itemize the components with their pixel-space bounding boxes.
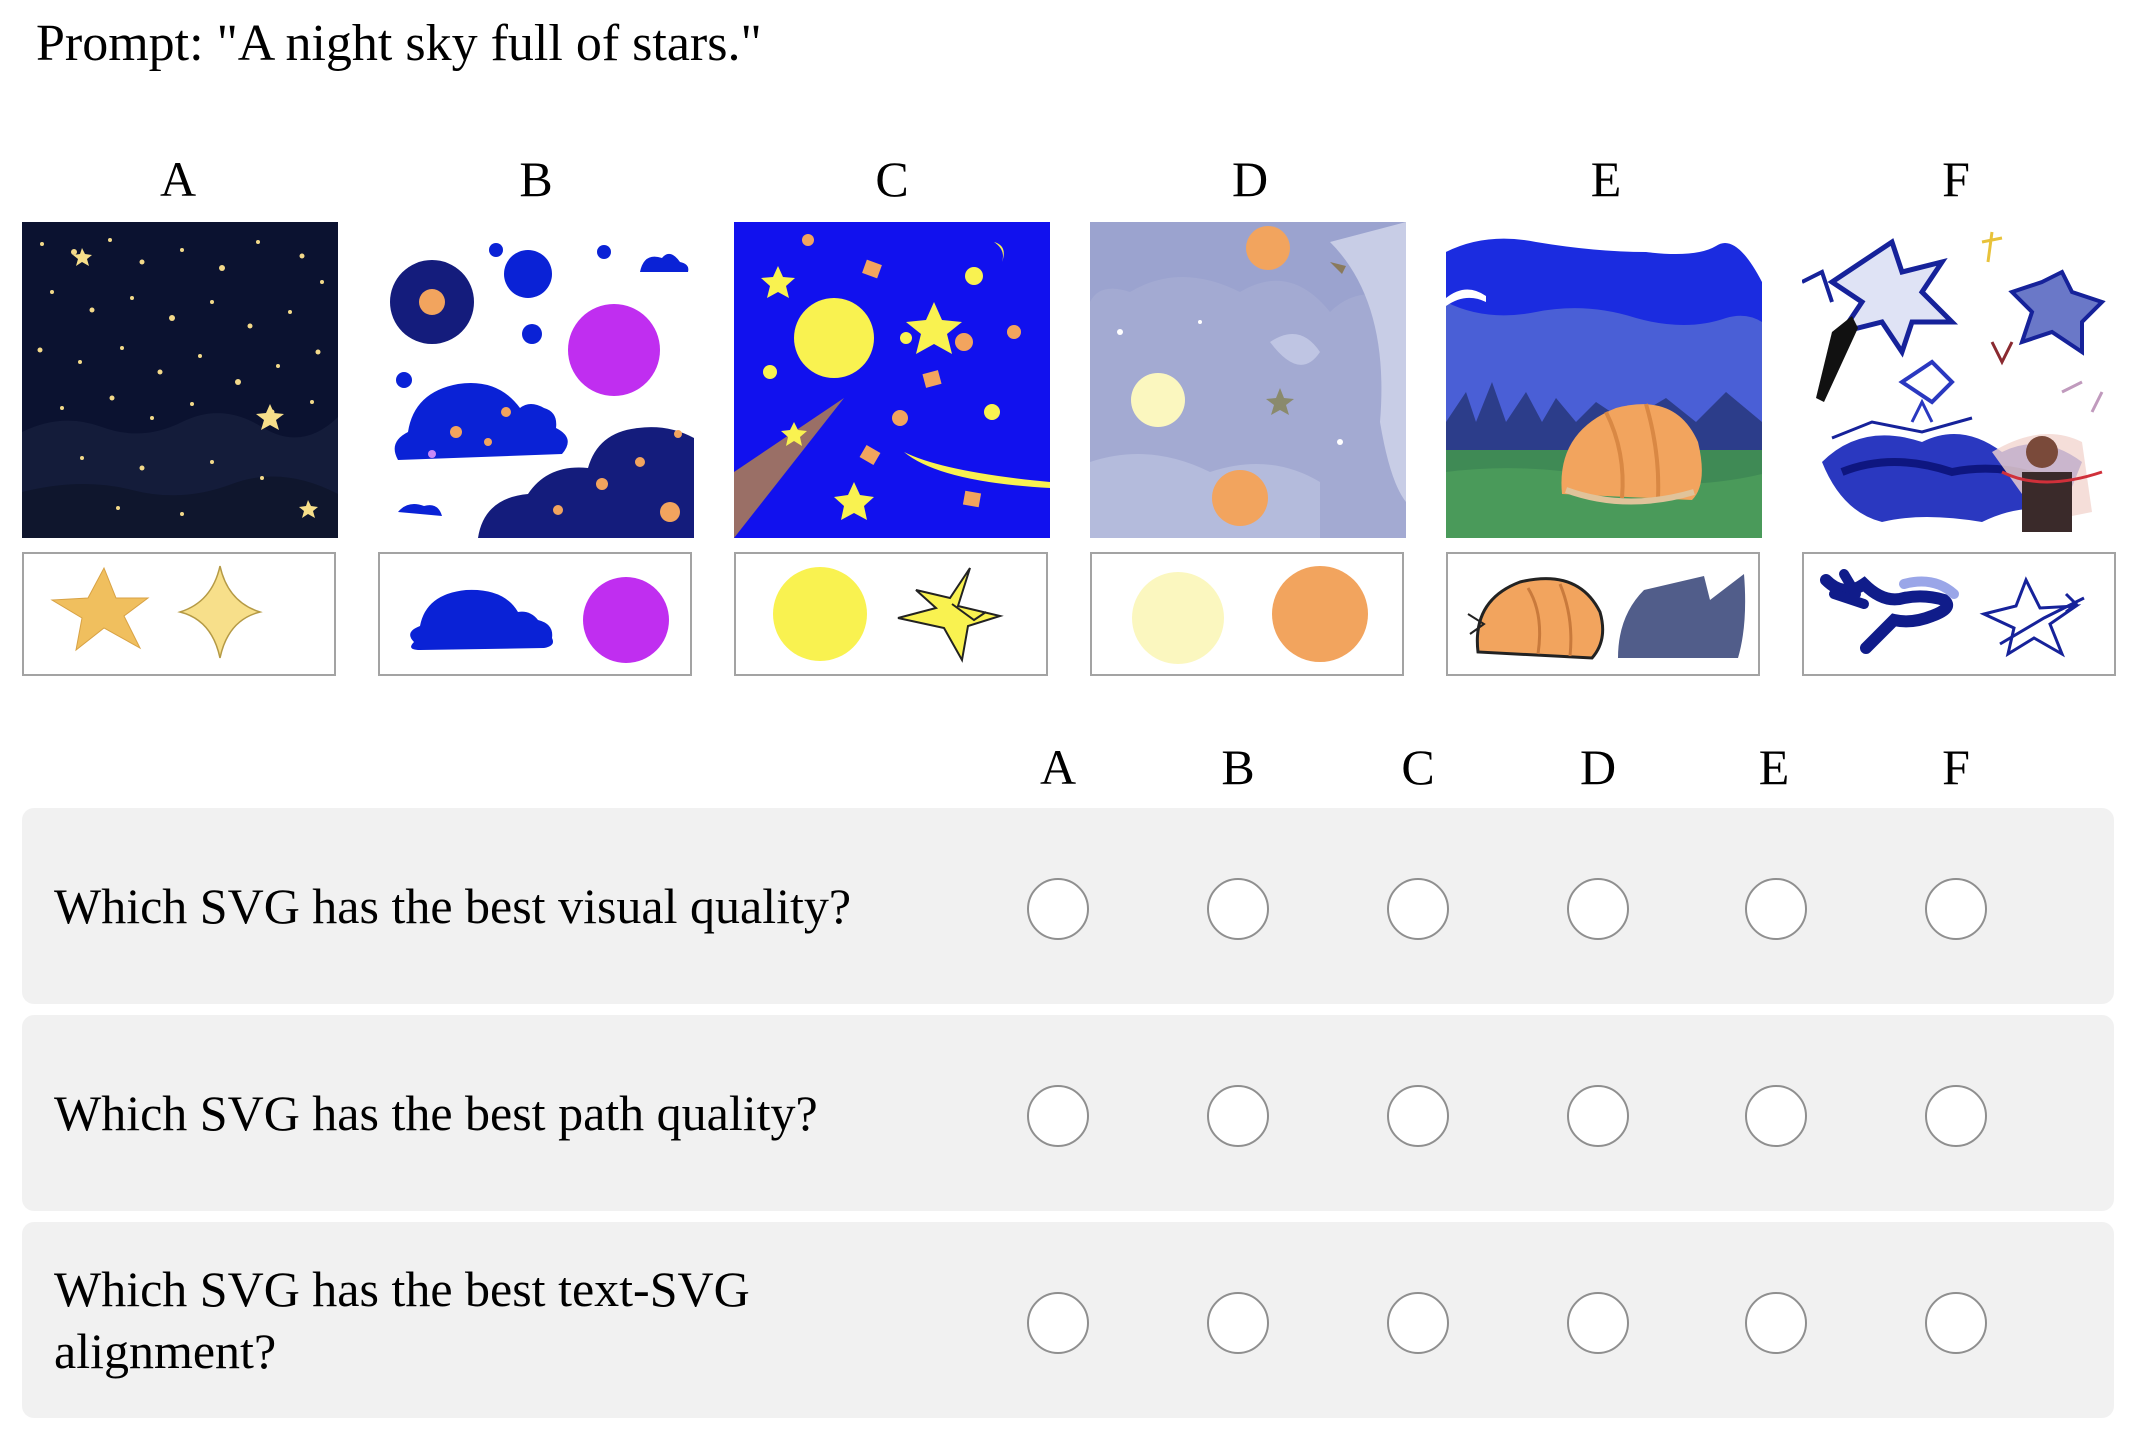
radio-visual-quality-c[interactable] bbox=[1387, 878, 1449, 940]
radio-visual-quality-e[interactable] bbox=[1745, 878, 1807, 940]
question-row-visual-quality: Which SVG has the best visual quality? bbox=[22, 808, 2114, 1004]
thumbnail-label-c: C bbox=[875, 151, 909, 207]
question-text: Which SVG has the best visual quality? bbox=[54, 878, 852, 934]
component-strip-c bbox=[734, 552, 1048, 676]
radio-path-quality-b[interactable] bbox=[1207, 1085, 1269, 1147]
four-point-star-icon bbox=[177, 565, 263, 659]
thumbnail-label-f: F bbox=[1942, 151, 1970, 207]
landscape-shell-image bbox=[1446, 222, 1762, 538]
question-row-path-quality: Which SVG has the best path quality? bbox=[22, 1015, 2114, 1211]
question-row-text-svg-alignment: Which SVG has the best text-SVG alignmen… bbox=[22, 1222, 2114, 1418]
slate-mountain-icon bbox=[1618, 574, 1746, 658]
question-text: Which SVG has the best text-SVG alignmen… bbox=[54, 1261, 750, 1379]
cloud-shape-icon bbox=[410, 589, 553, 650]
question-text: Which SVG has the best path quality? bbox=[54, 1085, 818, 1141]
cartoon-clouds-planets-image bbox=[378, 222, 694, 538]
pale-yellow-circle-icon bbox=[1132, 572, 1224, 664]
starry-night-sky-image bbox=[22, 222, 338, 538]
scribbled-stars-image bbox=[1802, 222, 2118, 538]
option-header-a: A bbox=[1039, 739, 1077, 795]
radio-alignment-a[interactable] bbox=[1027, 1292, 1089, 1354]
radio-alignment-e[interactable] bbox=[1745, 1292, 1807, 1354]
radio-visual-quality-f[interactable] bbox=[1925, 878, 1987, 940]
outline-star-scribble-icon bbox=[1979, 576, 2085, 658]
component-strip-a bbox=[22, 552, 336, 676]
radio-visual-quality-b[interactable] bbox=[1207, 878, 1269, 940]
option-header-b: B bbox=[1221, 739, 1255, 795]
component-strip-f bbox=[1802, 552, 2116, 676]
radio-visual-quality-a[interactable] bbox=[1027, 878, 1089, 940]
radio-path-quality-d[interactable] bbox=[1567, 1085, 1629, 1147]
component-strip-e bbox=[1446, 552, 1760, 676]
option-header-e: E bbox=[1758, 739, 1790, 795]
yellow-circle-icon bbox=[773, 567, 867, 661]
radio-alignment-d[interactable] bbox=[1567, 1292, 1629, 1354]
thumbnail-label-d: D bbox=[1231, 151, 1269, 207]
component-strip-b bbox=[378, 552, 692, 676]
blue-sky-moon-stars-image bbox=[734, 222, 1050, 538]
magenta-circle-icon bbox=[583, 577, 669, 663]
radio-path-quality-a[interactable] bbox=[1027, 1085, 1089, 1147]
navy-scribble-icon bbox=[1820, 569, 1959, 654]
pale-lavender-sky-image bbox=[1090, 222, 1406, 538]
radio-alignment-c[interactable] bbox=[1387, 1292, 1449, 1354]
radio-alignment-b[interactable] bbox=[1207, 1292, 1269, 1354]
radio-visual-quality-d[interactable] bbox=[1567, 878, 1629, 940]
radio-path-quality-e[interactable] bbox=[1745, 1085, 1807, 1147]
star-shape-icon bbox=[50, 566, 150, 652]
orange-circle-icon bbox=[1272, 566, 1368, 662]
component-strip-d bbox=[1090, 552, 1404, 676]
thumbnail-label-a: A bbox=[159, 151, 197, 207]
prompt-text: Prompt: "A night sky full of stars." bbox=[36, 15, 762, 72]
option-header-d: D bbox=[1579, 739, 1617, 795]
radio-alignment-f[interactable] bbox=[1925, 1292, 1987, 1354]
orange-shell-icon bbox=[1467, 577, 1605, 660]
yellow-star-icon bbox=[897, 567, 1004, 663]
option-header-c: C bbox=[1401, 739, 1435, 795]
option-header-f: F bbox=[1942, 739, 1970, 795]
radio-path-quality-c[interactable] bbox=[1387, 1085, 1449, 1147]
thumbnail-label-b: B bbox=[519, 151, 553, 207]
radio-path-quality-f[interactable] bbox=[1925, 1085, 1987, 1147]
thumbnail-label-e: E bbox=[1590, 151, 1622, 207]
